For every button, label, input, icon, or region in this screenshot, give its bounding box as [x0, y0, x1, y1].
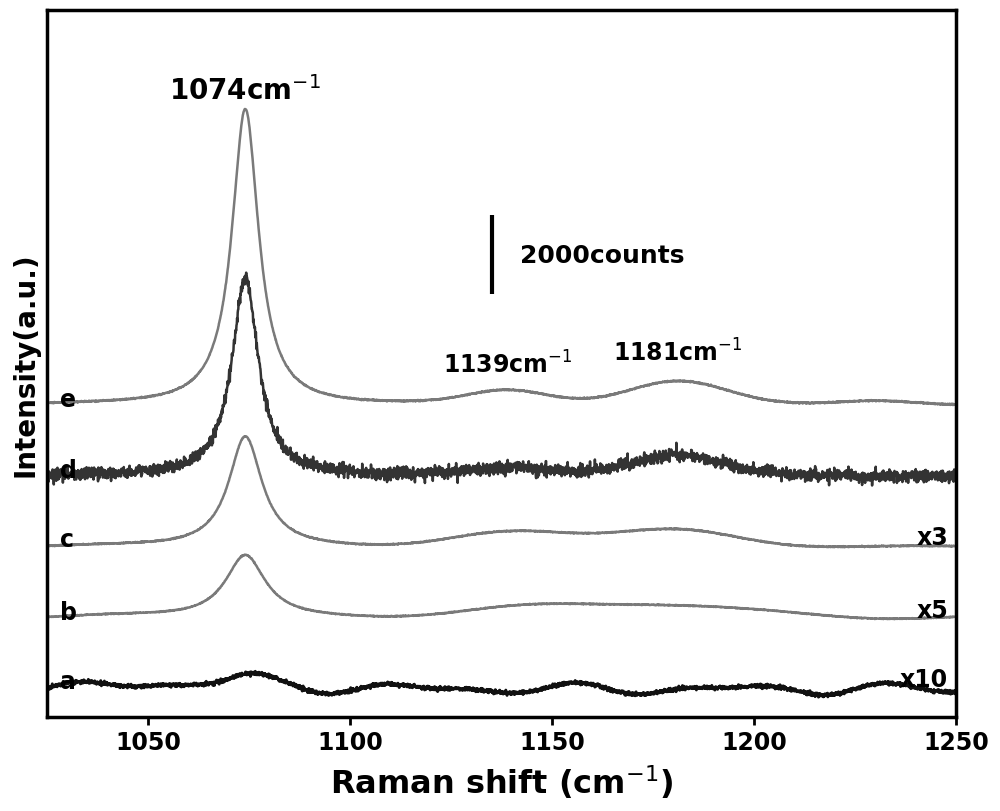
Text: e: e — [60, 388, 76, 411]
Text: 2000counts: 2000counts — [520, 243, 684, 268]
Text: d: d — [60, 458, 76, 483]
Text: x5: x5 — [916, 599, 948, 622]
Text: a: a — [60, 669, 75, 693]
Text: x3: x3 — [916, 526, 948, 549]
Text: x10: x10 — [900, 667, 948, 691]
X-axis label: Raman shift (cm$^{-1}$): Raman shift (cm$^{-1}$) — [330, 762, 673, 800]
Text: 1181cm$^{-1}$: 1181cm$^{-1}$ — [613, 339, 742, 366]
Text: c: c — [60, 527, 74, 551]
Text: 1074cm$^{-1}$: 1074cm$^{-1}$ — [169, 76, 321, 105]
Text: 1139cm$^{-1}$: 1139cm$^{-1}$ — [443, 350, 572, 378]
Y-axis label: Intensity(a.u.): Intensity(a.u.) — [11, 251, 39, 476]
Text: b: b — [60, 600, 77, 624]
